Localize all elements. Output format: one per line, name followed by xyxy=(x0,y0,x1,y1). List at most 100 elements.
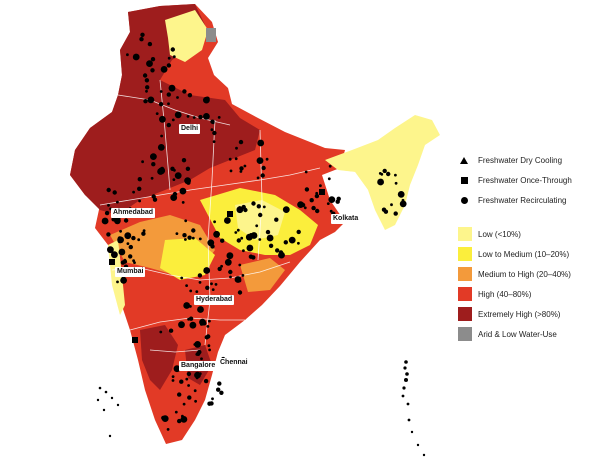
plant-recirculating xyxy=(141,160,145,164)
plant-recirculating xyxy=(171,375,175,378)
legend-row-recirculating: Freshwater Recirculating xyxy=(458,190,598,210)
plant-recirculating xyxy=(181,201,185,204)
plant-recirculating xyxy=(329,209,333,213)
plant-recirculating xyxy=(137,238,141,242)
plant-recirculating xyxy=(193,389,197,393)
plant-recirculating xyxy=(106,232,111,237)
city-label-delhi: Delhi xyxy=(179,124,201,134)
plant-recirculating xyxy=(238,279,242,283)
legend-label: Freshwater Recirculating xyxy=(478,195,567,205)
plant-recirculating xyxy=(177,392,182,397)
plant-recirculating xyxy=(315,208,320,214)
plant-recirculating xyxy=(239,170,243,173)
plant-recirculating xyxy=(179,187,187,195)
legend-row-low-medium: Low to Medium (10–20%) xyxy=(458,244,598,264)
plant-recirculating xyxy=(171,379,175,382)
plant-recirculating xyxy=(234,157,238,161)
plant-recirculating xyxy=(211,121,215,125)
plant-recirculating xyxy=(150,153,157,161)
legend-label: Freshwater Dry Cooling xyxy=(478,155,563,165)
plant-recirculating xyxy=(214,283,218,286)
plant-recirculating xyxy=(117,238,123,244)
plant-recirculating xyxy=(256,157,264,165)
plant-recirculating xyxy=(172,55,176,59)
plant-recirculating xyxy=(255,224,259,228)
plant-recirculating xyxy=(184,238,187,241)
plant-recirculating xyxy=(220,264,224,268)
plant-recirculating xyxy=(195,290,199,293)
legend-label: High (40–80%) xyxy=(478,289,532,299)
plant-recirculating xyxy=(197,273,203,278)
plant-recirculating xyxy=(151,162,156,167)
plant-recirculating xyxy=(137,177,142,182)
plant-recirculating xyxy=(166,428,170,431)
city-label-mumbai: Mumbai xyxy=(115,267,146,277)
plant-recirculating xyxy=(194,399,198,403)
legend-swatch xyxy=(458,267,472,281)
legend-label: Arid & Low Water-Use xyxy=(478,329,557,339)
plant-recirculating xyxy=(296,229,301,235)
plant-recirculating xyxy=(274,217,279,222)
plant-recirculating xyxy=(203,113,210,120)
plant-recirculating xyxy=(242,249,245,253)
plant-recirculating xyxy=(226,252,234,260)
plant-recirculating xyxy=(123,218,129,223)
plant-recirculating xyxy=(145,85,150,90)
plant-recirculating xyxy=(314,193,320,199)
plant-recirculating xyxy=(158,102,164,107)
plant-recirculating xyxy=(140,32,145,37)
plant-recirculating xyxy=(107,246,114,254)
plant-recirculating xyxy=(207,401,212,406)
plant-recirculating xyxy=(238,263,242,267)
plant-recirculating xyxy=(131,235,136,241)
plant-recirculating xyxy=(192,116,196,119)
legend-swatch xyxy=(458,227,472,241)
plant-recirculating xyxy=(224,258,232,266)
plant-recirculating xyxy=(104,210,110,216)
legend-row-arid: Arid & Low Water-Use xyxy=(458,324,598,344)
plant-recirculating xyxy=(309,198,314,203)
plant-recirculating xyxy=(220,238,225,243)
plant-recirculating xyxy=(386,171,391,177)
legend-swatch xyxy=(458,327,472,341)
plant-recirculating xyxy=(106,187,111,193)
plant-recirculating xyxy=(122,259,128,264)
plant-recirculating xyxy=(189,289,193,293)
plant-recirculating xyxy=(150,68,155,73)
plant-recirculating xyxy=(166,122,171,128)
plant-recirculating xyxy=(211,288,215,291)
plant-recirculating xyxy=(182,89,187,94)
plant-recirculating xyxy=(326,202,330,206)
plant-recirculating xyxy=(236,206,244,214)
plant-recirculating xyxy=(147,41,153,47)
plant-recirculating xyxy=(265,157,269,161)
plant-recirculating xyxy=(283,240,288,245)
plant-recirculating xyxy=(170,194,178,202)
plant-recirculating xyxy=(160,134,164,138)
plant-recirculating xyxy=(196,351,201,356)
plant-recirculating xyxy=(260,173,265,178)
plant-recirculating xyxy=(142,229,146,233)
plant-recirculating xyxy=(261,165,266,171)
plant-recirculating xyxy=(211,397,214,401)
city-label-kolkata: Kolkata xyxy=(331,214,361,224)
plant-recirculating xyxy=(236,238,241,243)
plant-recirculating xyxy=(275,248,280,253)
plant-recirculating xyxy=(238,139,244,145)
plant-recirculating xyxy=(173,365,181,373)
plant-recirculating xyxy=(239,166,244,171)
plant-recirculating xyxy=(243,164,247,168)
plant-recirculating xyxy=(198,114,203,120)
legend-label: Extremely High (>80%) xyxy=(478,309,561,319)
plant-recirculating xyxy=(160,66,168,73)
plant-recirculating xyxy=(150,176,154,180)
plant-recirculating xyxy=(174,172,182,180)
plant-recirculating xyxy=(150,57,156,62)
plant-recirculating xyxy=(397,191,405,198)
plant-recirculating xyxy=(168,84,176,92)
plant-recirculating xyxy=(181,158,187,163)
plant-recirculating xyxy=(258,238,262,241)
plant-recirculating xyxy=(240,236,244,240)
plant-recirculating xyxy=(184,219,188,223)
